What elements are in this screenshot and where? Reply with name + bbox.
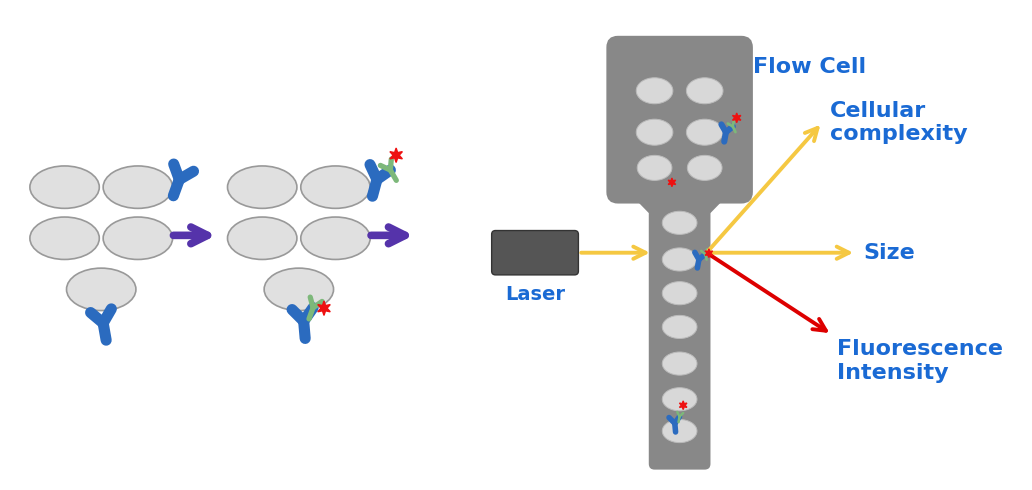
Text: Laser: Laser — [505, 285, 566, 303]
Ellipse shape — [300, 166, 370, 208]
Ellipse shape — [663, 316, 697, 339]
Ellipse shape — [663, 419, 697, 442]
Ellipse shape — [300, 217, 370, 260]
Text: Cellular
complexity: Cellular complexity — [830, 101, 968, 144]
Polygon shape — [705, 249, 713, 258]
Ellipse shape — [103, 217, 172, 260]
Polygon shape — [318, 301, 330, 316]
Ellipse shape — [663, 211, 697, 234]
Ellipse shape — [637, 155, 672, 180]
Text: Flow Cell: Flow Cell — [753, 57, 866, 77]
Polygon shape — [390, 148, 402, 163]
Ellipse shape — [637, 78, 673, 104]
Polygon shape — [668, 178, 676, 187]
Ellipse shape — [637, 119, 673, 145]
Polygon shape — [679, 401, 687, 410]
Ellipse shape — [227, 217, 297, 260]
Ellipse shape — [687, 155, 722, 180]
FancyBboxPatch shape — [607, 36, 753, 203]
Ellipse shape — [686, 78, 723, 104]
Ellipse shape — [663, 248, 697, 271]
FancyBboxPatch shape — [649, 208, 710, 469]
Ellipse shape — [264, 268, 333, 311]
Ellipse shape — [663, 388, 697, 411]
Text: Fluorescence
Intensity: Fluorescence Intensity — [837, 340, 1003, 383]
Polygon shape — [733, 113, 741, 122]
Ellipse shape — [663, 282, 697, 305]
Ellipse shape — [227, 166, 297, 208]
FancyBboxPatch shape — [491, 230, 578, 275]
Ellipse shape — [686, 119, 723, 145]
Ellipse shape — [66, 268, 136, 311]
Ellipse shape — [30, 217, 99, 260]
Ellipse shape — [663, 352, 697, 375]
Polygon shape — [616, 179, 743, 219]
Ellipse shape — [30, 166, 99, 208]
Text: Size: Size — [864, 243, 915, 263]
Ellipse shape — [103, 166, 172, 208]
